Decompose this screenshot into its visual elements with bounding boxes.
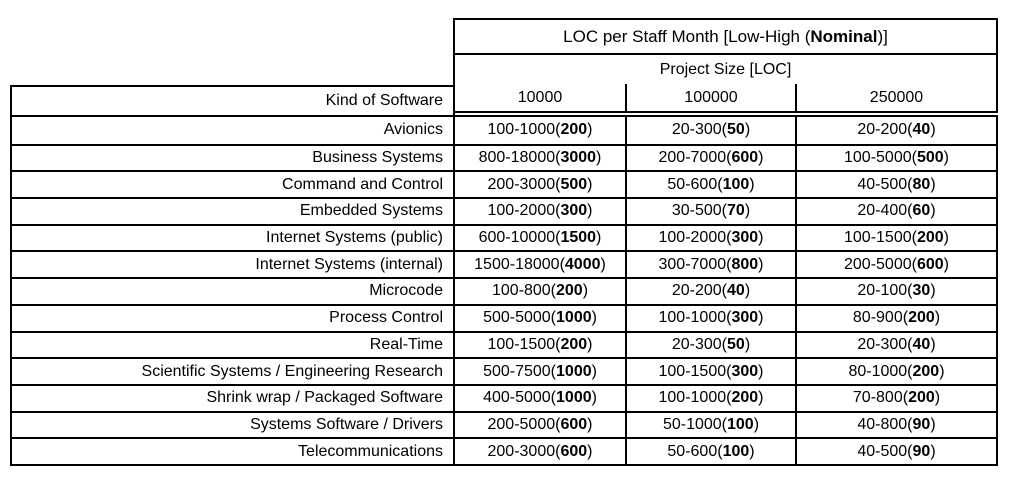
kind-of-software-header: Kind of Software (10, 85, 455, 115)
value-cell: 200-3000(600) (453, 437, 625, 464)
value-cell: 200-5000(600) (453, 410, 625, 438)
value-cell: 200-7000(600) (625, 143, 795, 171)
project-size-group-label: Project Size [LOC] (659, 60, 792, 78)
table-header-box: LOC per Staff Month [Low-High (Nominal)]… (453, 18, 998, 113)
kind-cell: Embedded Systems (12, 197, 453, 224)
value-cell: 800-18000(3000) (453, 143, 625, 171)
value-cell: 100-1000(200) (625, 383, 795, 411)
kind-cell: Business Systems (12, 143, 453, 171)
value-cell: 100-5000(500) (795, 143, 996, 171)
value-cell: 20-100(30) (795, 277, 996, 304)
kind-cell: Process Control (12, 303, 453, 331)
kind-cell: Avionics (383, 121, 443, 139)
value-cell: 50-1000(100) (625, 410, 795, 438)
kind-cell: Microcode (12, 277, 453, 304)
value-cell: 40-500(80) (795, 170, 996, 198)
value-cell: 80-1000(200) (795, 357, 996, 384)
value-cell: 500-7500(1000) (453, 357, 625, 384)
column-header-size-250000: 250000 (795, 84, 996, 111)
value-cell: 20-300(50) (625, 117, 795, 144)
kind-cell: Shrink wrap / Packaged Software (12, 383, 453, 411)
value-cell: 100-800(200) (453, 277, 625, 304)
value-cell: 20-200(40) (625, 277, 795, 304)
data-grid: Avionics 100-1000(200) 20-300(50) 20-200(40… (10, 115, 998, 466)
kind-cell: Internet Systems (internal) (12, 250, 453, 277)
project-size-column-headers: 10000 100000 250000 (455, 84, 996, 111)
value-cell: 100-1000(200) (453, 117, 625, 144)
value-cell: 50-600(100) (625, 437, 795, 464)
value-cell: 1500-18000(4000) (453, 250, 625, 278)
value-cell: 40-800(90) (795, 410, 996, 438)
value-cell: 100-1500(200) (453, 330, 625, 358)
value-cell: 30-500(70) (625, 197, 795, 224)
table-title-prefix: LOC per Staff Month [Low-High ( (563, 26, 811, 46)
value-cell: 20-200(40) (795, 117, 996, 144)
value-cell: 600-10000(1500) (453, 223, 625, 251)
kind-cell: Systems Software / Drivers (12, 410, 453, 438)
value-cell: 400-5000(1000) (453, 383, 625, 411)
value-cell: 100-2000(300) (453, 197, 625, 224)
table-title-suffix: )] (877, 26, 888, 46)
kind-cell: Real-Time (12, 330, 453, 358)
value-cell: 100-1500(300) (625, 357, 795, 384)
value-cell: 40-500(90) (795, 437, 996, 464)
value-cell: 200-3000(500) (453, 170, 625, 198)
value-cell: 100-2000(300) (625, 223, 795, 251)
value-cell: 500-5000(1000) (453, 303, 625, 331)
value-cell: 50-600(100) (625, 170, 795, 198)
value-cell: 100-1000(300) (625, 303, 795, 331)
value-cell: 100-1500(200) (795, 223, 996, 251)
column-header-size-100000: 100000 (625, 84, 795, 111)
value-cell: 80-900(200) (795, 303, 996, 331)
value-cell: 20-300(50) (625, 330, 795, 358)
kind-cell: Scientific Systems / Engineering Researc… (12, 357, 453, 384)
table-title: LOC per Staff Month [Low-High (Nominal)] (455, 20, 996, 55)
kind-cell: Command and Control (12, 170, 453, 197)
column-header-size-10000: 10000 (517, 88, 563, 106)
value-cell: 300-7000(800) (625, 250, 795, 278)
value-cell: 20-400(60) (795, 197, 996, 224)
kind-cell: Telecommunications (12, 437, 453, 464)
value-cell: 200-5000(600) (795, 250, 996, 278)
table-title-bold: Nominal (810, 26, 878, 46)
value-cell: 20-300(40) (795, 330, 996, 358)
kind-cell: Internet Systems (public) (12, 223, 453, 251)
value-cell: 70-800(200) (795, 383, 996, 411)
